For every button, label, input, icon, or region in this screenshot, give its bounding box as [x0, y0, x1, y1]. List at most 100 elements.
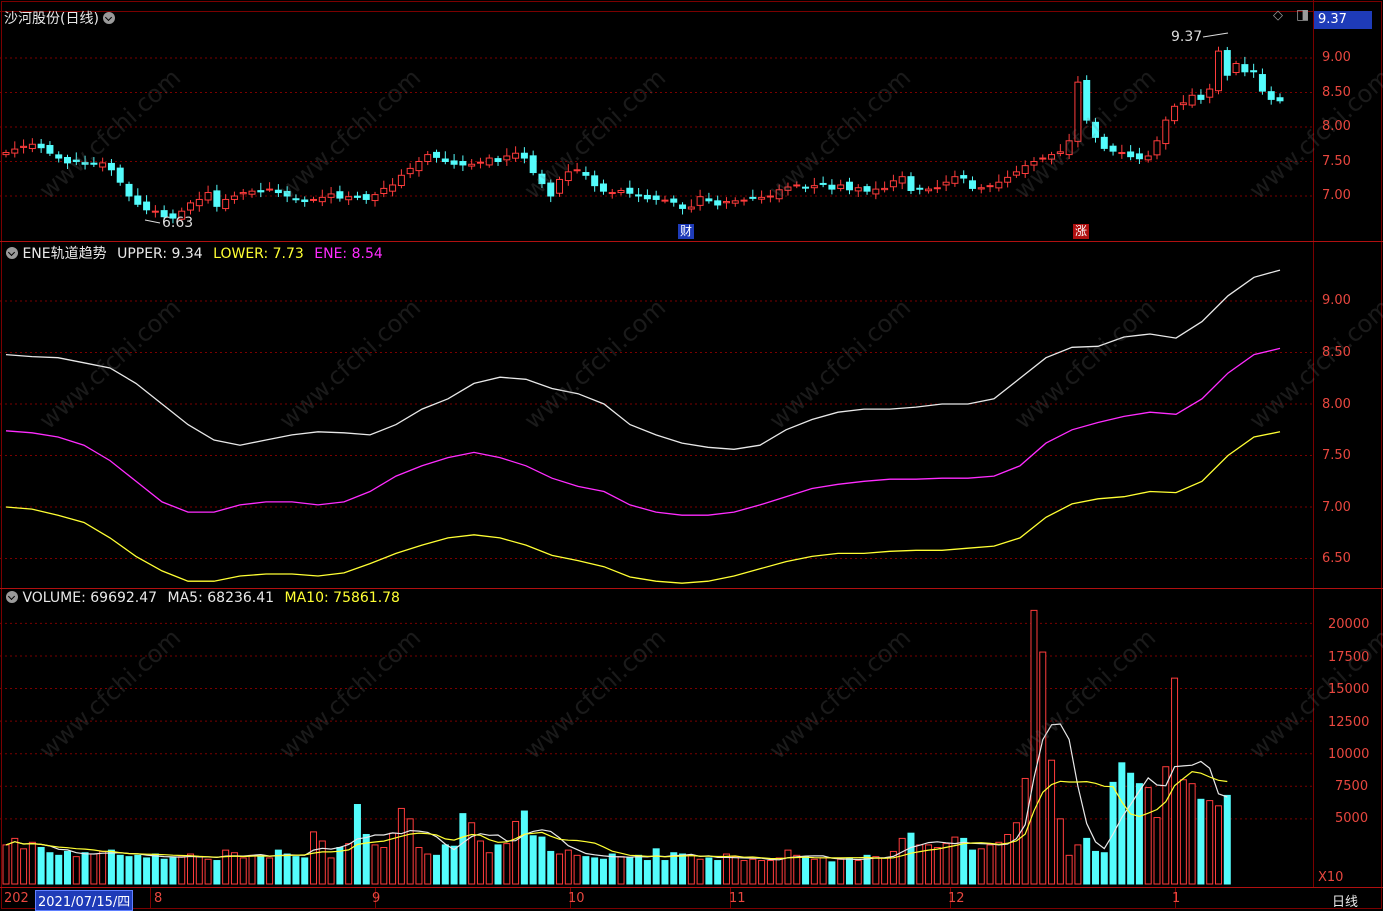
volume-bar [784, 849, 792, 885]
diamond-icon[interactable]: ◇ [1273, 8, 1283, 23]
candle-body [1162, 119, 1170, 145]
period-selector[interactable]: 日线 [1332, 895, 1359, 910]
candle-body [81, 162, 89, 165]
candle-body [134, 195, 142, 205]
candle-body [1206, 88, 1214, 98]
volume-bar [415, 847, 423, 885]
volume-bar [107, 849, 115, 885]
candle-body [37, 143, 45, 149]
candle-body [793, 184, 801, 187]
volume-bar [222, 849, 230, 885]
volume-bar [116, 854, 124, 885]
candle-body [1048, 154, 1056, 160]
volume-bar [986, 844, 994, 885]
volume-bar [274, 849, 282, 885]
volume-bar [1188, 783, 1196, 885]
volume-bar [520, 810, 528, 885]
candle-body [485, 157, 493, 166]
candle-body [327, 193, 335, 198]
panel-toggle-icon[interactable]: ◨ [1296, 7, 1310, 23]
volume-bar [696, 858, 704, 885]
candle-body [1118, 152, 1126, 155]
dropdown-icon[interactable] [6, 591, 18, 603]
candle-body [775, 189, 783, 200]
volume-bar [1171, 677, 1179, 885]
volume-bar [898, 837, 906, 885]
candle-body [169, 213, 177, 219]
candle-body [995, 181, 1003, 189]
price-axis-tick: 8.50 [1322, 85, 1351, 100]
ene-value: 8.54 [351, 246, 383, 262]
volume-bar [705, 857, 713, 885]
volume-bar [1004, 833, 1012, 885]
earnings-tag[interactable]: 财 [678, 224, 695, 239]
candle-body [1004, 176, 1012, 183]
volume-bar [626, 857, 634, 885]
candle-body [661, 199, 669, 202]
upper-label: UPPER: [117, 246, 168, 262]
ene-panel[interactable] [0, 269, 1313, 584]
candle-body [784, 186, 792, 191]
candle-body [960, 175, 968, 179]
volume-bar [907, 832, 915, 885]
volume-panel[interactable] [0, 609, 1313, 885]
volume-bar [679, 853, 687, 885]
volume-bar [731, 856, 739, 885]
candle-body [424, 154, 432, 163]
volume-bar [257, 856, 265, 885]
volume-bar [151, 853, 159, 885]
volume-axis-tick: 7500 [1335, 779, 1369, 794]
candle-body [731, 200, 739, 204]
volume-bar [977, 848, 985, 885]
volume-bar [55, 854, 63, 885]
volume-bar [494, 844, 502, 885]
volume-bar [617, 856, 625, 885]
volume-bar [11, 837, 19, 885]
candle-body [397, 174, 405, 187]
volume-bar [2, 844, 10, 885]
candle-body [107, 162, 115, 171]
candle-body [28, 143, 36, 150]
candle-body [1074, 81, 1082, 142]
price-axis-tick: 7.50 [1322, 154, 1351, 169]
candle-body [151, 210, 159, 213]
dropdown-icon[interactable] [6, 247, 18, 259]
volume-bar [854, 860, 862, 885]
candle-body [802, 186, 810, 189]
volume-bar [239, 857, 247, 885]
volume-bar [810, 858, 818, 885]
candle-body [195, 198, 203, 207]
candle-body [204, 192, 212, 201]
volume-bar [1039, 651, 1047, 885]
volume-bar [380, 847, 388, 885]
cursor-date: 2021/07/15/四 [35, 890, 134, 911]
candle-body [740, 199, 748, 202]
volume-bar [1065, 854, 1073, 885]
volume-bar [406, 818, 414, 885]
candle-body [20, 145, 28, 148]
volume-bar [134, 854, 142, 885]
candle-body [758, 196, 766, 200]
candle-body [257, 190, 265, 193]
candle-body [274, 189, 282, 194]
candle-body [239, 192, 247, 195]
candle-body [1214, 50, 1222, 92]
candle-body [643, 194, 651, 200]
dropdown-icon[interactable] [103, 12, 116, 24]
candle-body [845, 181, 853, 191]
price-panel[interactable] [0, 32, 1313, 224]
volume-bar [310, 831, 318, 885]
volume-bar [512, 820, 520, 885]
candle-body [90, 162, 98, 165]
candle-body [1083, 79, 1091, 121]
limit-up-tag[interactable]: 涨 [1073, 224, 1090, 239]
volume-bar [46, 852, 54, 885]
candle-body [371, 194, 379, 202]
volume-bar [793, 854, 801, 885]
volume-bar [968, 849, 976, 885]
candle-body [1241, 64, 1249, 73]
volume-bar [1091, 850, 1099, 885]
volume-bar [740, 860, 748, 885]
